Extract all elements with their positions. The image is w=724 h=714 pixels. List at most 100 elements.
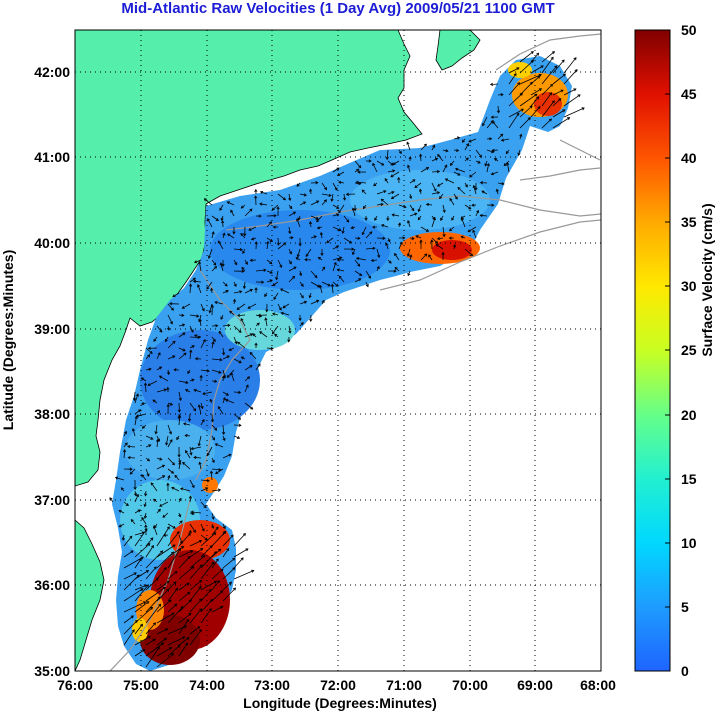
velocity-arrow	[442, 226, 445, 237]
velocity-arrow-head	[227, 233, 231, 237]
velocity-arrow-head	[218, 468, 222, 472]
velocity-arrow-head	[397, 222, 402, 226]
velocity-arrow-head	[449, 162, 453, 166]
velocity-arrow	[194, 334, 202, 338]
velocity-arrow	[288, 248, 292, 254]
velocity-arrow-head	[181, 546, 185, 549]
velocity-arrow-head	[300, 322, 304, 326]
lat-tick-label: 39:00	[34, 321, 70, 337]
velocity-arrow-head	[133, 572, 137, 576]
velocity-arrow-head	[392, 169, 396, 173]
velocity-arrow-head	[573, 57, 577, 61]
velocity-arrow-head	[433, 188, 437, 192]
velocity-arrow	[222, 587, 236, 602]
velocity-arrow-head	[188, 283, 193, 287]
velocity-arrow-head	[240, 233, 244, 237]
velocity-arrow-head	[181, 323, 186, 327]
velocity-arrow-head	[479, 213, 483, 218]
velocity-arrow-head	[240, 205, 244, 209]
velocity-arrow	[115, 477, 125, 481]
velocity-arrow-head	[298, 317, 302, 322]
velocity-arrow-head	[456, 148, 460, 152]
velocity-arrow-head	[407, 219, 411, 224]
velocity-arrow-head	[369, 231, 373, 235]
velocity-arrow-head	[196, 314, 200, 318]
velocity-arrow-head	[460, 217, 464, 221]
velocity-arrow-head	[131, 427, 136, 432]
velocity-arrow	[167, 636, 185, 646]
velocity-arrow	[165, 336, 169, 342]
velocity-arrow-head	[419, 153, 423, 157]
velocity-arrow-head	[222, 232, 226, 236]
velocity-arrow-head	[388, 260, 392, 264]
velocity-arrow-head	[300, 283, 304, 287]
velocity-arrow	[178, 462, 181, 470]
velocity-arrow-head	[172, 340, 176, 344]
colorbar-gradient	[634, 29, 671, 672]
velocity-arrow-head	[185, 449, 188, 454]
velocity-arrow-head	[177, 414, 182, 418]
velocity-arrow-head	[171, 612, 175, 616]
velocity-arrow	[222, 391, 229, 396]
velocity-arrow-head	[577, 94, 581, 98]
velocity-arrow	[354, 278, 361, 283]
velocity-arrow-head	[336, 167, 340, 171]
lon-tick-label: 74:00	[189, 677, 225, 693]
velocity-arrow-head	[351, 247, 355, 251]
velocity-arrow	[337, 269, 345, 272]
velocity-arrow	[530, 106, 541, 118]
velocity-arrow-head	[289, 251, 292, 255]
velocity-arrow-head	[272, 312, 276, 316]
velocity-arrow-head	[254, 188, 258, 193]
velocity-arrow	[167, 588, 178, 602]
velocity-arrow-head	[406, 141, 410, 145]
velocity-arrow-head	[137, 409, 142, 413]
velocity-arrow-head	[186, 637, 190, 641]
velocity-arrow	[356, 181, 367, 184]
velocity-arrow	[343, 215, 350, 223]
velocity-arrow-head	[316, 219, 320, 223]
velocity-arrow-head	[166, 588, 170, 592]
velocity-arrow	[519, 51, 534, 63]
velocity-arrow-head	[211, 561, 215, 565]
velocity-arrow-head	[561, 59, 565, 63]
velocity-arrow	[156, 551, 174, 569]
velocity-arrow	[486, 149, 494, 153]
lon-tick-label: 73:00	[254, 677, 290, 693]
velocity-arrow-head	[180, 605, 184, 610]
velocity-arrow-head	[202, 338, 206, 343]
velocity-arrow-head	[299, 272, 303, 277]
velocity-arrow-head	[239, 247, 243, 252]
velocity-arrow-head	[161, 464, 166, 468]
velocity-arrow-head	[238, 390, 242, 394]
velocity-arrow-head	[482, 123, 485, 127]
velocity-arrow-head	[527, 117, 531, 121]
velocity-arrow-head	[170, 470, 175, 474]
velocity-arrow-head	[215, 471, 219, 475]
velocity-arrow	[409, 254, 412, 261]
velocity-arrow-head	[158, 366, 163, 370]
velocity-arrow-head	[257, 363, 261, 367]
velocity-arrow	[233, 413, 241, 420]
velocity-arrow-head	[127, 444, 131, 449]
velocity-arrow	[118, 510, 125, 514]
velocity-arrow	[211, 215, 219, 221]
grid-lines	[75, 30, 601, 671]
velocity-arrow-head	[140, 588, 144, 591]
velocity-arrow	[156, 457, 162, 460]
velocity-arrow-head	[409, 254, 413, 258]
velocity-arrow	[288, 211, 296, 217]
velocity-arrow-head	[157, 352, 161, 356]
velocity-arrow-head	[268, 221, 273, 225]
velocity-arrow	[200, 487, 208, 492]
velocity-arrow-head	[202, 555, 206, 559]
velocity-arrow-head	[234, 341, 238, 345]
velocity-arrow	[178, 642, 188, 657]
velocity-arrow	[156, 647, 172, 657]
velocity-arrow-head	[491, 148, 495, 152]
velocity-arrow-head	[238, 423, 242, 427]
velocity-arrow-head	[272, 225, 276, 229]
velocity-arrow-head	[245, 261, 248, 265]
velocity-arrow-head	[368, 159, 372, 163]
velocity-arrow	[445, 178, 455, 184]
